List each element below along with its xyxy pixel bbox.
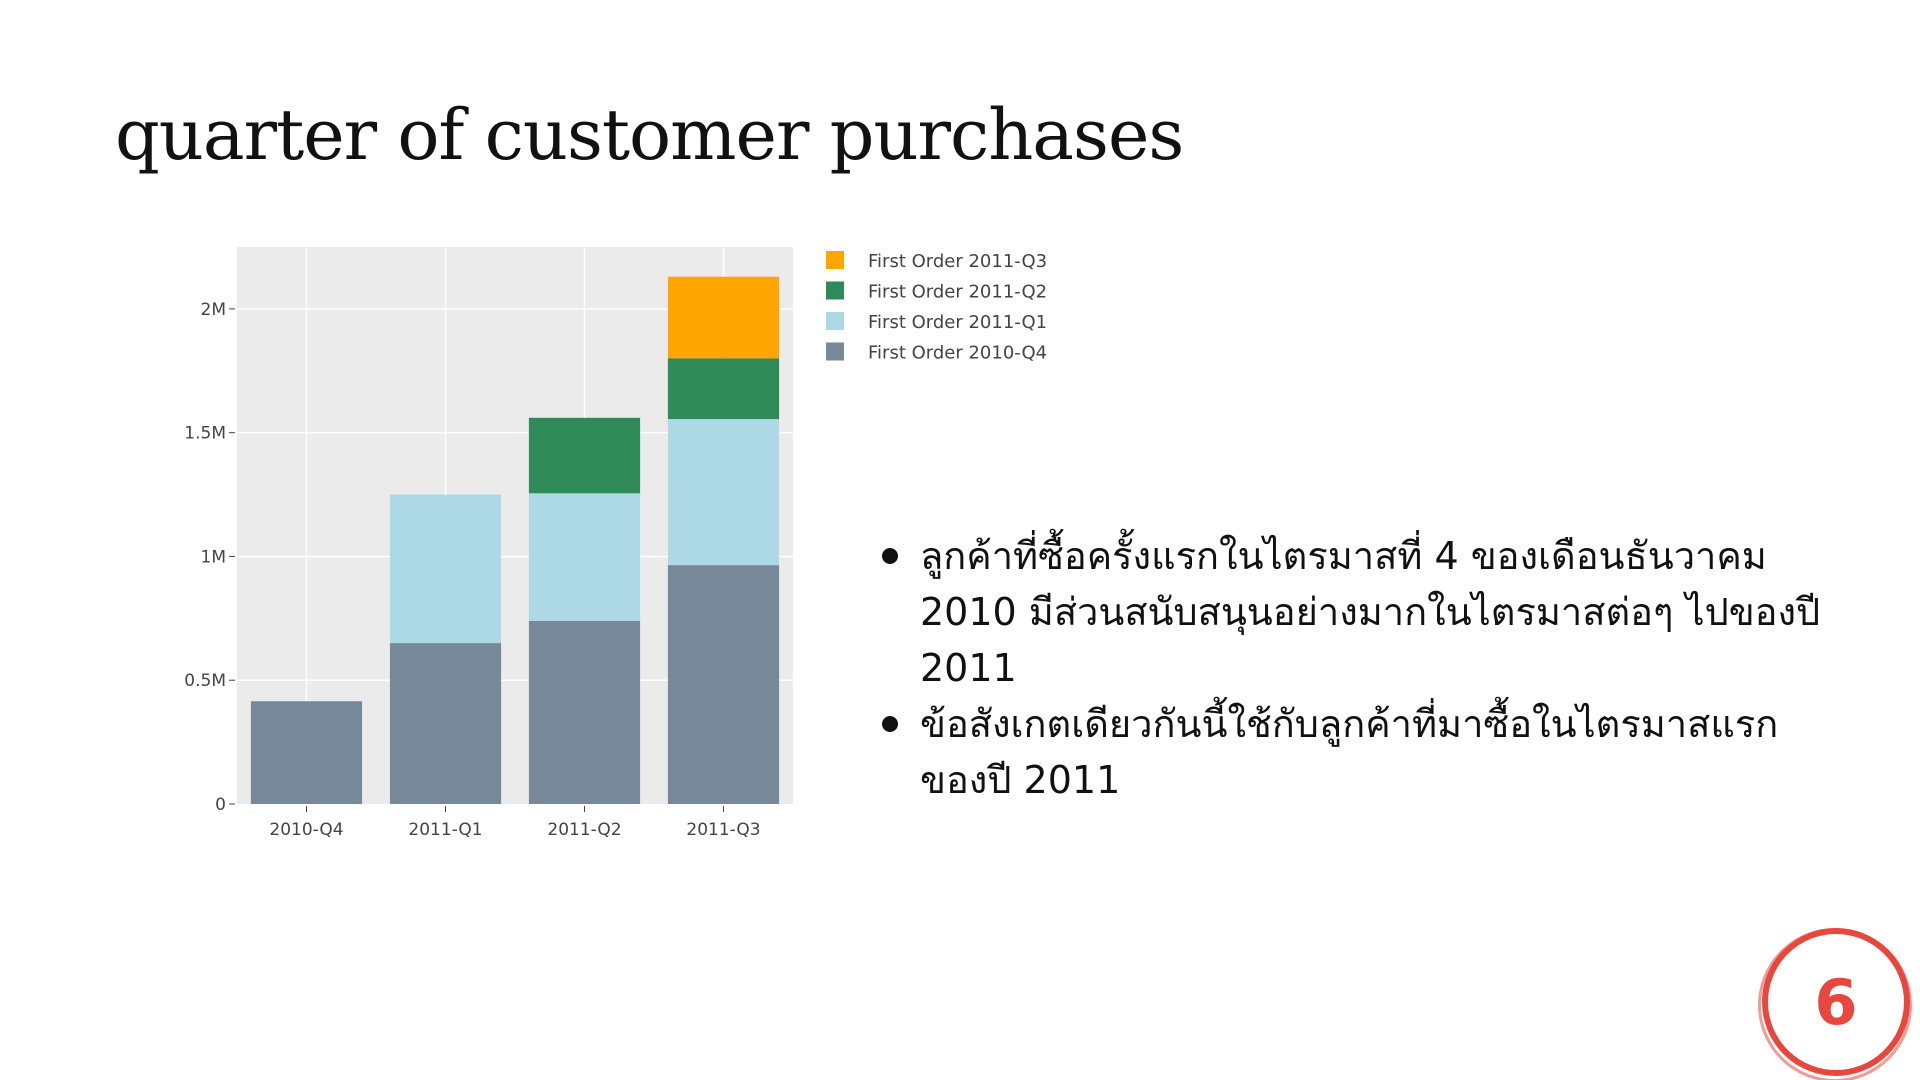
x-tick-label: 2011-Q3 — [686, 820, 760, 840]
y-tick-label: 0 — [215, 795, 226, 815]
bullet-item: ลูกค้าที่ซื้อครั้งแรกในไตรมาสที่ 4 ของเด… — [880, 528, 1840, 696]
x-tick-label: 2011-Q1 — [408, 820, 482, 840]
bullet-item: ข้อสังเกตเดียวกันนี้ใช้กับลูกค้าที่มาซื้… — [880, 696, 1840, 808]
y-tick-label: 0.5M — [184, 671, 226, 691]
legend-label: First Order 2011-Q1 — [868, 312, 1047, 333]
bar-segment — [667, 565, 780, 804]
bar-segment — [667, 419, 780, 566]
bar-segment — [528, 417, 641, 494]
bullet-text: ข้อสังเกตเดียวกันนี้ใช้กับลูกค้าที่มาซื้… — [920, 702, 1779, 802]
slide-title: quarter of customer purchases — [115, 94, 1184, 176]
legend-swatch — [826, 281, 844, 300]
bar-segment — [528, 493, 641, 621]
chart-legend: First Order 2011-Q3 First Order 2011-Q2 Fi… — [826, 251, 1047, 364]
page-number: 6 — [1814, 965, 1858, 1039]
bar-segment — [528, 620, 641, 804]
bar-segment — [667, 358, 780, 420]
bullet-list: ลูกค้าที่ซื้อครั้งแรกในไตรมาสที่ 4 ของเด… — [880, 528, 1840, 808]
bullet-dot-icon — [882, 716, 898, 732]
legend-swatch — [826, 312, 844, 330]
plot-area: 0 0.5M 1M 1.5M 2M 2010-Q4 2011-Q1 2011-Q2 2011-Q… — [184, 247, 793, 840]
y-tick-label: 2M — [201, 300, 226, 320]
x-tick-label: 2010-Q4 — [269, 820, 343, 840]
bullet-dot-icon — [882, 548, 898, 564]
x-tick-label: 2011-Q2 — [547, 820, 621, 840]
bar-segment — [667, 276, 780, 359]
legend-label: First Order 2011-Q3 — [868, 251, 1047, 272]
page-number-badge: 6 — [1762, 928, 1910, 1076]
y-tick-label: 1.5M — [184, 424, 226, 444]
legend-label: First Order 2011-Q2 — [868, 282, 1047, 303]
legend-swatch — [826, 251, 844, 269]
bar-segment — [250, 701, 363, 804]
bullet-text: ลูกค้าที่ซื้อครั้งแรกในไตรมาสที่ 4 ของเด… — [920, 534, 1821, 690]
bar-segment — [389, 643, 502, 804]
legend-label: First Order 2010-Q4 — [868, 343, 1047, 364]
bar-segment — [389, 494, 502, 644]
legend-swatch — [826, 342, 844, 361]
y-tick-label: 1M — [201, 547, 226, 567]
